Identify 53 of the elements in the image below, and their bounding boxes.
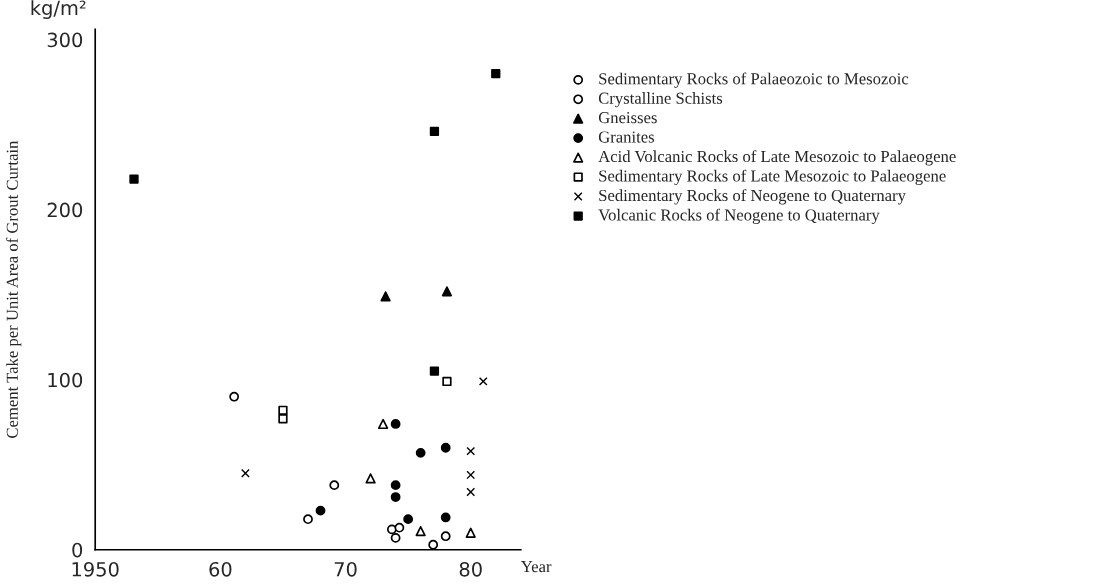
legend-label: Granites — [598, 131, 655, 143]
y-tick-label: 100 — [48, 372, 83, 388]
point — [386, 524, 397, 535]
legend-label: Volcanic Rocks of Neogene to Quaternary — [598, 208, 880, 225]
point — [478, 377, 488, 386]
point — [429, 366, 440, 376]
y-tick-label: 200 — [47, 202, 83, 218]
point — [466, 487, 476, 497]
point — [394, 522, 405, 533]
y-tick-label: 0 — [72, 542, 83, 558]
y-axis-title: Cement Take per Unit Area of Grout Curtain — [6, 140, 22, 438]
x-tick-label: 1950 — [72, 561, 119, 577]
point — [440, 531, 451, 542]
point — [278, 414, 288, 424]
point — [315, 505, 326, 516]
legend-label: Sedimentary Rocks of Neogene to Quaternary — [599, 189, 906, 205]
point — [390, 480, 401, 491]
point — [303, 514, 313, 525]
point — [441, 286, 453, 297]
legend-label: Gneisses — [598, 112, 657, 124]
legend-label: Sedimentary Rocks of Palaeozoic to Mesozoic — [599, 72, 909, 88]
text: kg/m² — [31, 0, 86, 19]
point — [229, 391, 240, 402]
point — [365, 473, 376, 484]
point — [428, 539, 439, 550]
point — [380, 291, 391, 302]
point — [440, 512, 451, 523]
point — [415, 447, 426, 458]
legend-label: Crystalline Schists — [598, 92, 723, 108]
point — [429, 126, 440, 137]
y-tick-label: 300 — [47, 32, 83, 48]
point — [129, 174, 139, 184]
point — [465, 527, 476, 538]
point — [241, 468, 250, 478]
point — [329, 480, 340, 491]
point — [278, 405, 288, 415]
x-tick-label: 70 — [334, 561, 357, 577]
x-tick-label: 60 — [209, 561, 232, 577]
point — [442, 376, 452, 387]
point — [390, 532, 401, 543]
x-axis-title: Year — [520, 561, 552, 573]
point — [390, 419, 401, 429]
point — [403, 514, 414, 525]
legend-label: Sedimentary Rocks of Late Mesozoic to Palaeogene — [599, 169, 946, 186]
point — [377, 418, 389, 430]
point — [466, 470, 476, 480]
point — [440, 442, 451, 453]
point — [466, 446, 476, 456]
point — [415, 525, 426, 537]
x-tick-label: 80 — [459, 561, 482, 577]
legend-label: Acid Volcanic Rocks of Late Mesozoic to Palaeogene — [598, 150, 956, 166]
point — [390, 492, 401, 502]
point — [491, 68, 501, 79]
